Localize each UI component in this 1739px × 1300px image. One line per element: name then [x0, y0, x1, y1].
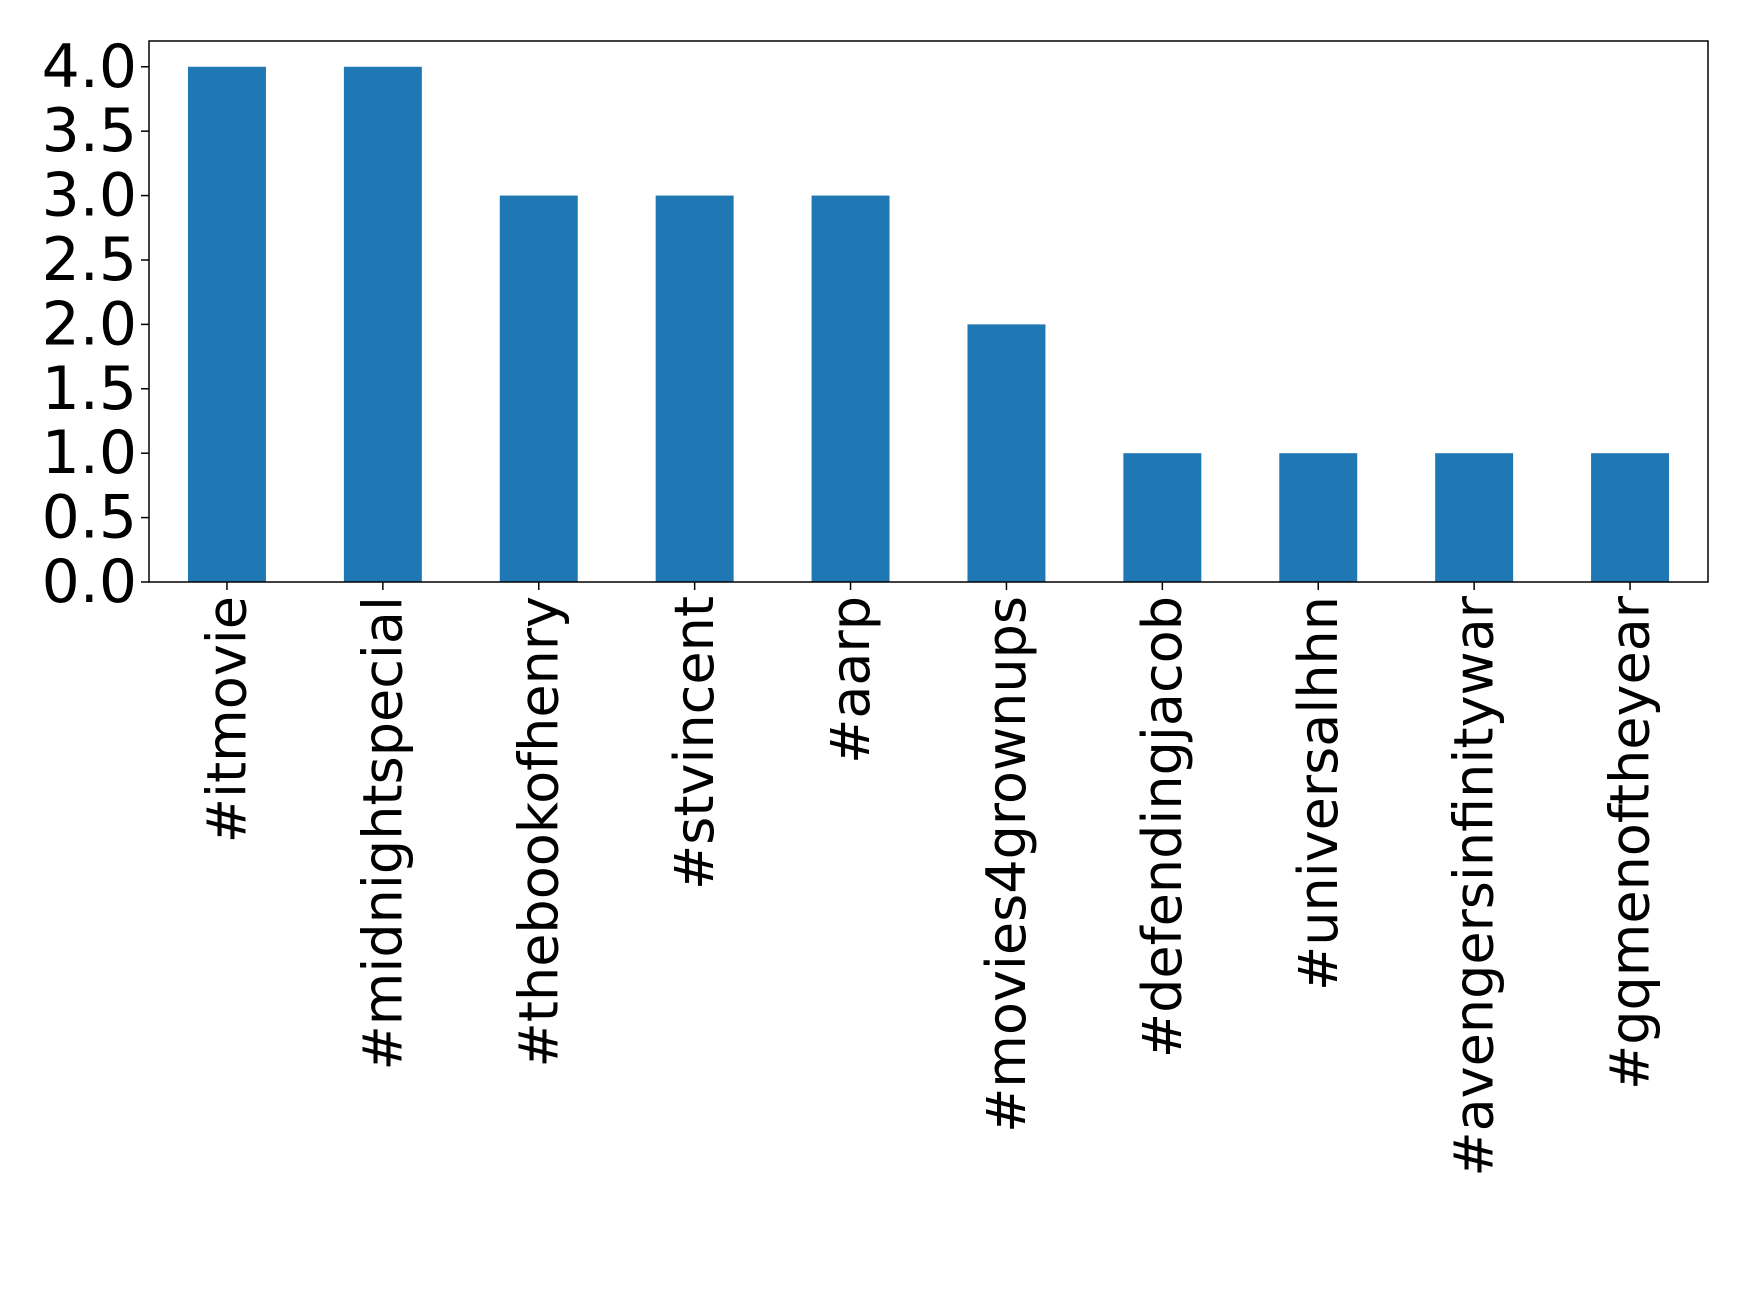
bar — [1591, 453, 1670, 582]
bar — [967, 324, 1046, 582]
y-tick-label: 3.0 — [42, 161, 137, 231]
x-tick-label: #avengersinfinitywar — [1443, 595, 1506, 1176]
y-tick-label: 4.0 — [42, 32, 137, 102]
bar — [1435, 453, 1514, 582]
bar — [811, 195, 890, 583]
x-tick-label: #stvincent — [663, 596, 726, 890]
x-tick-label: #movies4grownups — [975, 596, 1038, 1133]
x-tick-label: #gqmenoftheyear — [1599, 595, 1662, 1090]
bar — [187, 66, 266, 582]
x-tick-label: #defendingjacob — [1131, 596, 1194, 1058]
x-tick-label: #itmovie — [195, 596, 258, 843]
y-tick-label: 1.5 — [42, 354, 137, 424]
y-tick-label: 0.0 — [42, 547, 137, 617]
bar — [1279, 453, 1358, 582]
x-tick-label: #aarp — [819, 596, 882, 764]
y-tick-label: 0.5 — [42, 483, 137, 553]
bar — [1123, 453, 1202, 582]
y-tick-label: 2.0 — [42, 289, 137, 359]
bar — [655, 195, 734, 583]
bar — [343, 66, 422, 582]
x-tick-label: #midnightspecial — [351, 596, 414, 1070]
x-tick-label: #thebookofhenry — [507, 596, 570, 1067]
y-tick-label: 1.0 — [42, 418, 137, 488]
plot-frame — [148, 40, 1709, 583]
bar — [499, 195, 578, 583]
y-tick-label: 3.5 — [42, 96, 137, 166]
y-tick-label: 2.5 — [42, 225, 137, 295]
x-tick-label: #universalhhn — [1287, 596, 1350, 991]
